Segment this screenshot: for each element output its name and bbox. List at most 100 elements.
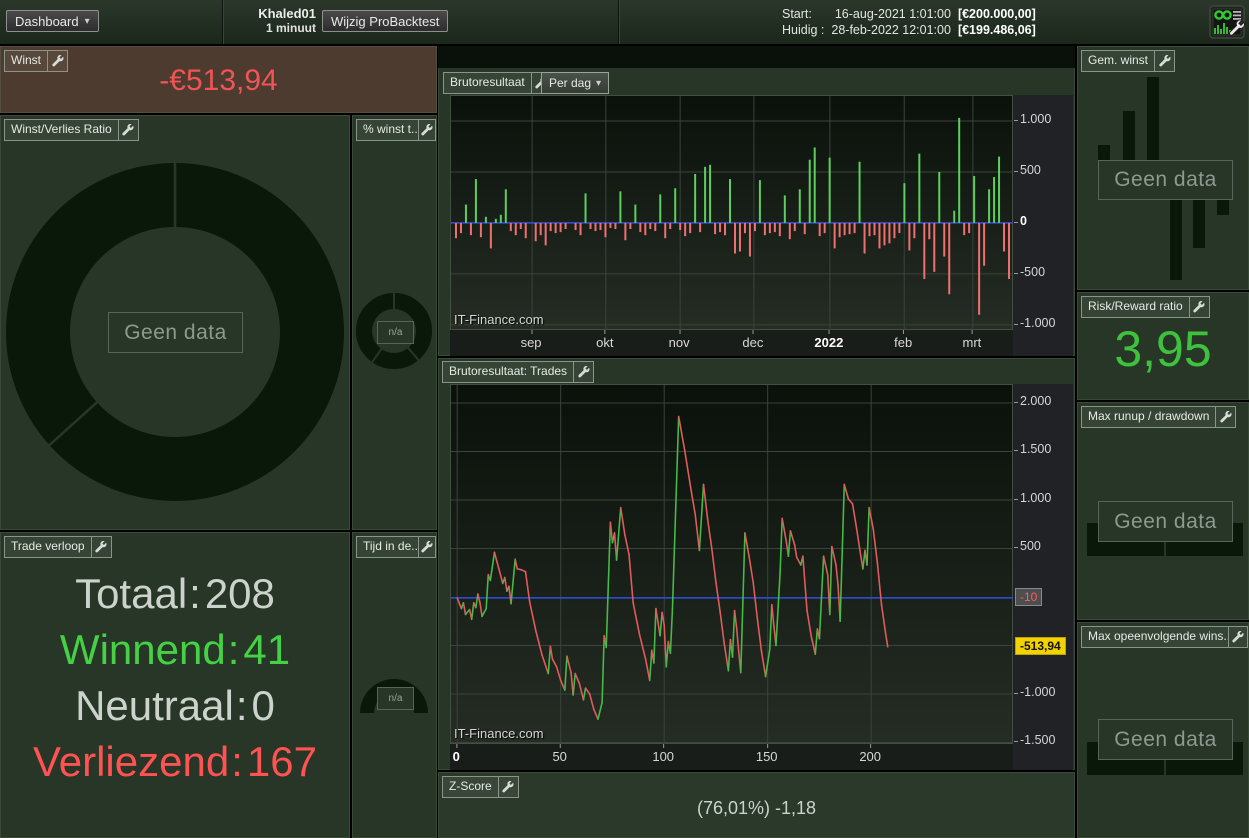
backtest-identity: Khaled01 1 minuut	[228, 6, 316, 36]
wrench-icon[interactable]	[47, 51, 67, 71]
x-tick-label: feb	[894, 330, 913, 350]
last-value-badge: -513,94	[1015, 636, 1066, 655]
panel-gem-winst-header: Gem. winst	[1081, 50, 1176, 72]
winst-value: -€513,94	[159, 64, 278, 97]
dashboard-menu-label: Dashboard	[15, 13, 79, 29]
gem-winst-bar	[1170, 200, 1182, 280]
y-tick-label: -1.000	[1013, 684, 1056, 699]
panel-max-runup-header: Max runup / drawdown	[1081, 406, 1237, 428]
stat-neutraal: Neutraal:0	[75, 682, 275, 729]
panel-max-opeenvolgende-wins: Max opeenvolgende wins... Geen data	[1077, 622, 1249, 838]
current-datetime: 28-feb-2022 12:01:00	[831, 23, 951, 37]
wrench-icon[interactable]	[573, 362, 593, 382]
trade-verloop-stats: Totaal:208 Winnend:41 Neutraal:0 Verliez…	[0, 566, 350, 790]
panel-tijd-in-de: Tijd in de... n/a	[352, 532, 437, 838]
x-tick-label: 50	[552, 744, 567, 764]
backtest-timeframe: 1 minuut	[266, 21, 316, 35]
panel-winst: Winst	[0, 46, 437, 113]
bar-chart-svg	[451, 96, 1014, 331]
y-tick-label: 500	[1014, 162, 1041, 177]
panel-max-runup-title: Max runup / drawdown	[1088, 409, 1210, 423]
wrench-icon[interactable]	[90, 537, 111, 557]
bar-chart-plot[interactable]: IT-Finance.com	[450, 95, 1014, 331]
panel-pct-winst-title: % winst t...	[363, 122, 418, 136]
panel-risk-reward-title: Risk/Reward ratio	[1088, 299, 1183, 313]
pct-winst-donut-chart	[356, 291, 432, 369]
topbar-divider	[222, 0, 223, 44]
stat-verliezend: Verliezend:167	[33, 738, 317, 785]
panel-max-wins-title: Max opeenvolgende wins...	[1088, 629, 1229, 643]
panel-trade-verloop-title: Trade verloop	[11, 539, 85, 553]
x-tick-label: 150	[755, 744, 778, 764]
no-data-box: Geen data	[1098, 719, 1233, 760]
wrench-icon[interactable]	[1215, 407, 1235, 427]
bar-chart-x-axis: sep okt nov dec 2022 feb mrt	[450, 330, 1013, 356]
z-score-value: (76,01%) -1,18	[696, 798, 817, 818]
x-tick-label: dec	[742, 330, 764, 350]
y-tick-label: -1.000	[1013, 315, 1056, 330]
gem-winst-bar	[1217, 200, 1229, 215]
gem-winst-bar	[1147, 77, 1159, 160]
panel-trade-verloop-header: Trade verloop	[4, 536, 112, 558]
watermark: IT-Finance.com	[454, 312, 544, 327]
wrench-icon[interactable]	[1154, 51, 1174, 71]
wrench-icon[interactable]	[1228, 627, 1247, 647]
panel-tijd-title: Tijd in de...	[363, 539, 419, 553]
panel-max-wins-header: Max opeenvolgende wins...	[1081, 626, 1248, 648]
winst-verlies-donut-chart	[6, 161, 344, 501]
y-tick-label: 1.000	[1013, 111, 1052, 126]
trades-chart-x-axis: 0 50 100 150 200	[450, 744, 1013, 770]
x-tick-label: 100	[652, 744, 675, 764]
dashboard-menu-button[interactable]: Dashboard ▾	[6, 10, 99, 32]
chevron-down-icon: ▾	[84, 15, 90, 27]
wrench-icon[interactable]	[117, 120, 138, 140]
per-dag-dropdown[interactable]: Per dag ▾	[541, 72, 610, 94]
trades-chart-svg	[451, 385, 1014, 745]
panel-tijd-header: Tijd in de...	[356, 536, 436, 558]
backtest-period-info: Start: 16-aug-2021 1:01:00 [€200.000,00]…	[782, 6, 1036, 38]
panel-bruto-trades-title: Brutoresultaat: Trades	[449, 364, 568, 378]
y-tick-label: 0	[1014, 213, 1027, 228]
panel-pct-winst-header: % winst t...	[356, 119, 436, 141]
panel-winst-title: Winst	[11, 53, 41, 67]
risk-reward-value: 3,95	[1114, 321, 1212, 377]
bar-chart-y-axis: 1.000 500 0 -500 -1.000	[1013, 95, 1073, 356]
panel-bruto-dag-title: Brutoresultaat	[450, 75, 525, 89]
wrench-icon[interactable]	[418, 537, 435, 557]
panel-z-score: Z-Score	[438, 772, 1075, 838]
panel-bruto-trades-header: Brutoresultaat: Trades	[442, 361, 595, 383]
topbar-divider	[618, 0, 619, 44]
panel-winst-verlies-ratio: Winst/Verlies Ratio Geen data	[0, 115, 350, 530]
na-badge: n/a	[377, 321, 414, 344]
y-tick-label: 1.500	[1013, 442, 1052, 457]
panel-gem-winst-title: Gem. winst	[1088, 53, 1149, 67]
gem-winst-bar	[1123, 111, 1135, 160]
gem-winst-bar	[1098, 145, 1110, 160]
edit-probacktest-button[interactable]: Wijzig ProBacktest	[322, 10, 449, 32]
start-label: Start:	[782, 7, 812, 21]
panel-gem-winst: Gem. winst Geen data	[1077, 46, 1249, 290]
panel-pct-winst: % winst t... n/a	[352, 115, 437, 530]
tijd-half-donut-chart	[360, 679, 428, 713]
panel-bruto-dag-header: Brutoresultaat	[443, 72, 552, 94]
x-tick-label: 0	[452, 744, 460, 764]
wrench-icon[interactable]	[497, 777, 518, 797]
no-data-box: Geen data	[1098, 501, 1233, 542]
panel-risk-reward-header: Risk/Reward ratio	[1081, 296, 1210, 318]
trades-chart-plot[interactable]: IT-Finance.com	[450, 384, 1014, 745]
current-capital: [€199.486,06]	[957, 23, 1036, 37]
wrench-icon[interactable]	[417, 120, 435, 140]
x-tick-label: nov	[668, 330, 690, 350]
panel-z-score-title: Z-Score	[449, 779, 492, 793]
probacktest-settings-icon[interactable]	[1209, 4, 1246, 41]
wrench-icon[interactable]	[1188, 297, 1209, 317]
x-tick-label: okt	[596, 330, 614, 350]
panel-risk-reward: Risk/Reward ratio	[1077, 292, 1249, 400]
watermark: IT-Finance.com	[454, 726, 544, 741]
x-tick-label: 200	[859, 744, 882, 764]
x-tick-label: 2022	[814, 330, 844, 350]
chevron-down-icon: ▾	[596, 77, 602, 89]
x-tick-label: sep	[520, 330, 542, 350]
start-capital: [€200.000,00]	[957, 7, 1036, 21]
panel-trade-verloop: Trade verloop	[0, 532, 350, 838]
